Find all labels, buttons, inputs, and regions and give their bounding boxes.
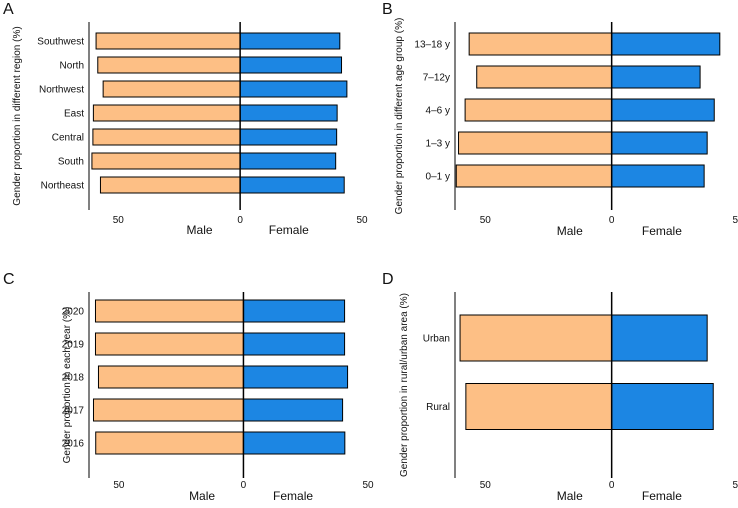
category-label-a-2: Northwest: [39, 85, 84, 96]
female-bar-a-0: [239, 32, 341, 50]
tick-label-a-2: 50: [356, 215, 368, 226]
female-bar-c-3: [242, 398, 344, 422]
category-label-b-3: 1–3 y: [426, 139, 450, 150]
category-label-c-4: 2016: [62, 439, 85, 450]
category-label-d-1: Rural: [426, 402, 450, 413]
male-bar-b-4: [455, 164, 613, 188]
female-bar-d-0: [611, 314, 708, 362]
male-label-a: Male: [187, 223, 213, 237]
male-bar-a-2: [102, 80, 241, 98]
category-label-c-1: 2019: [62, 340, 85, 351]
female-bar-a-2: [239, 80, 348, 98]
female-bar-a-5: [239, 152, 337, 170]
female-bar-c-4: [242, 431, 346, 455]
male-bar-b-3: [458, 131, 613, 155]
female-bar-c-1: [242, 332, 346, 356]
female-label-d: Female: [642, 489, 682, 503]
female-bar-b-4: [611, 164, 705, 188]
category-label-b-0: 13–18 y: [414, 40, 450, 51]
male-bar-a-3: [92, 104, 241, 122]
panel-letter-b: B: [382, 1, 393, 18]
tick-label-b-0: 50: [480, 215, 492, 226]
female-bar-a-1: [239, 56, 343, 74]
male-bar-a-4: [92, 128, 241, 146]
female-label-c: Female: [273, 489, 313, 503]
tick-label-b-2: 50: [732, 215, 738, 226]
y-axis-label-d: Gender proportion in rural/urban area (%…: [399, 293, 410, 477]
male-bar-a-1: [97, 56, 241, 74]
female-bar-b-0: [611, 32, 721, 56]
tick-label-d-0: 50: [480, 480, 492, 491]
y-axis-label-c: Gender proportion in each year (%): [62, 307, 73, 464]
female-label-b: Female: [642, 224, 682, 238]
category-label-b-2: 4–6 y: [426, 106, 450, 117]
male-bar-b-1: [476, 65, 613, 89]
category-label-a-0: Southwest: [37, 37, 84, 48]
male-bar-a-0: [95, 32, 241, 50]
category-label-c-2: 2018: [62, 373, 85, 384]
male-bar-a-6: [99, 176, 241, 194]
category-label-d-0: Urban: [423, 334, 450, 345]
male-label-d: Male: [557, 489, 583, 503]
male-bar-c-1: [94, 332, 244, 356]
female-bar-a-4: [239, 128, 338, 146]
tick-label-b-1: 0: [609, 215, 615, 226]
male-bar-c-2: [97, 365, 244, 389]
male-bar-c-3: [92, 398, 244, 422]
male-bar-d-1: [465, 383, 613, 430]
male-bar-c-0: [94, 299, 244, 323]
male-label-c: Male: [189, 489, 215, 503]
male-bar-d-0: [459, 314, 613, 362]
tick-label-d-1: 0: [609, 480, 615, 491]
category-label-c-0: 2020: [62, 307, 85, 318]
tick-label-c-2: 50: [362, 480, 374, 491]
category-label-b-4: 0–1 y: [426, 172, 450, 183]
male-label-b: Male: [557, 224, 583, 238]
female-bar-c-2: [242, 365, 349, 389]
panel-letter-d: D: [382, 271, 394, 288]
male-bar-b-2: [464, 98, 613, 122]
y-axis-label-a: Gender proportion in different region (%…: [12, 26, 23, 205]
female-bar-b-2: [611, 98, 715, 122]
male-bar-a-5: [91, 152, 241, 170]
female-bar-b-3: [611, 131, 708, 155]
female-bar-c-0: [242, 299, 346, 323]
category-label-a-1: North: [60, 61, 84, 72]
female-label-a: Female: [269, 223, 309, 237]
category-label-a-6: Northeast: [41, 181, 85, 192]
tick-label-a-0: 50: [113, 215, 125, 226]
male-bar-b-0: [468, 32, 613, 56]
category-label-a-3: East: [64, 109, 84, 120]
category-label-a-5: South: [58, 157, 84, 168]
tick-label-c-1: 0: [241, 480, 247, 491]
female-bar-d-1: [611, 383, 714, 430]
category-label-b-1: 7–12y: [423, 73, 450, 84]
tick-label-c-0: 50: [113, 480, 125, 491]
y-axis-label-b: Gender proportion in different age group…: [394, 18, 405, 215]
panel-letter-c: C: [3, 271, 15, 288]
category-label-c-3: 2017: [62, 406, 85, 417]
male-bar-c-4: [95, 431, 244, 455]
female-bar-b-1: [611, 65, 701, 89]
female-bar-a-3: [239, 104, 338, 122]
tick-label-a-1: 0: [237, 215, 243, 226]
tick-label-d-2: 50: [732, 480, 738, 491]
female-bar-a-6: [239, 176, 345, 194]
category-label-a-4: Central: [52, 133, 84, 144]
panel-letter-a: A: [3, 1, 14, 18]
